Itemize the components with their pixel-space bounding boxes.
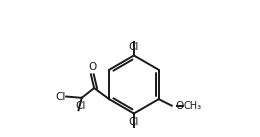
Text: O: O <box>175 101 183 111</box>
Text: CH₃: CH₃ <box>184 101 202 111</box>
Text: Cl: Cl <box>55 92 66 102</box>
Text: Cl: Cl <box>129 42 139 52</box>
Text: O: O <box>88 62 96 72</box>
Text: Cl: Cl <box>129 117 139 127</box>
Text: Cl: Cl <box>75 101 86 111</box>
